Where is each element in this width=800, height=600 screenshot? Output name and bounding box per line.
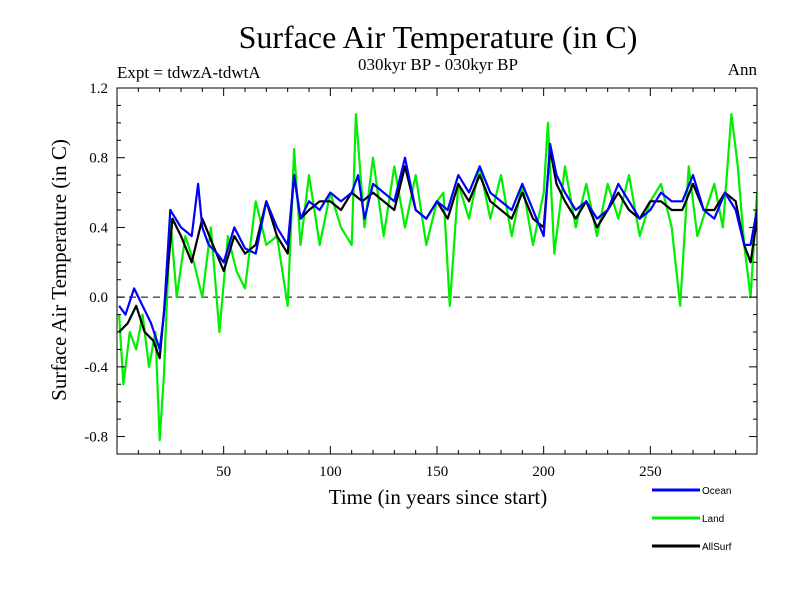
y-tick-label: -0.4	[84, 360, 108, 376]
season-label: Ann	[728, 60, 758, 79]
series-line-land	[118, 112, 757, 442]
series-line-ocean	[118, 142, 757, 351]
x-tick-label: 100	[319, 464, 342, 480]
tick-layer: 50 100 150 200 250 -0.8 -0.4 0.0 0.4 0.8 1.2	[84, 81, 757, 480]
experiment-label: Expt = tdwzA-tdwtA	[117, 63, 261, 82]
y-tick-label: 0.0	[89, 290, 108, 306]
x-axis-label: Time (in years since start)	[329, 485, 548, 509]
chart-title: Surface Air Temperature (in C)	[239, 19, 638, 55]
legend-label-allsurf: AllSurf	[702, 542, 732, 553]
legend-label-land: Land	[702, 514, 724, 525]
series-layer	[118, 112, 757, 442]
y-tick-label: 0.8	[89, 151, 108, 167]
y-tick-label: 1.2	[89, 81, 108, 97]
x-tick-label: 150	[426, 464, 449, 480]
x-tick-label: 200	[532, 464, 555, 480]
x-tick-label: 250	[639, 464, 662, 480]
x-tick-label: 50	[216, 464, 231, 480]
plot-frame	[116, 87, 758, 455]
legend: Ocean Land AllSurf	[652, 486, 732, 553]
y-tick-label: -0.8	[84, 430, 108, 446]
chart-subtitle: 030kyr BP - 030kyr BP	[358, 55, 518, 74]
y-axis-label: Surface Air Temperature (in C)	[47, 139, 71, 401]
legend-label-ocean: Ocean	[702, 486, 731, 497]
y-tick-label: 0.4	[89, 220, 108, 236]
